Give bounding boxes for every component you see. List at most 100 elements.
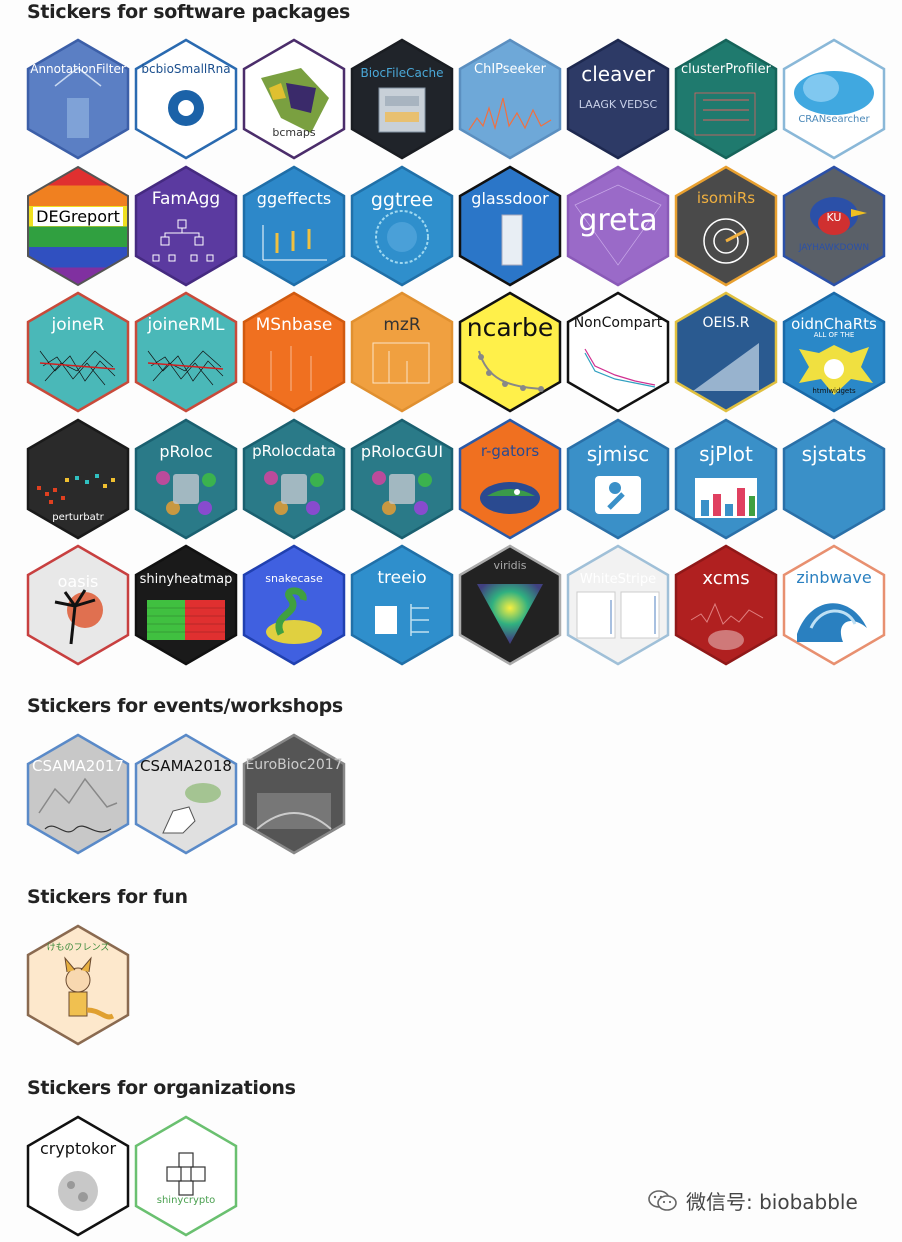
sticker-bcmaps[interactable]: bcmaps [241,38,347,160]
watermark-text: 微信号: biobabble [686,1190,858,1214]
sticker-joinerml[interactable]: joineRML [133,291,239,413]
sticker-msnbase[interactable]: MSnbase [241,291,347,413]
sticker-shinyheatmap[interactable]: shinyheatmap [133,544,239,666]
sticker-label: けものフレンズ [46,943,110,953]
hexagon-icon [134,1115,238,1237]
hexagon-icon [458,38,562,160]
sticker-prolocgui[interactable]: pRolocGUI [349,418,455,540]
sticker-csama2018[interactable]: CSAMA2018 [133,733,239,855]
sticker-label: xcms [702,568,750,589]
sticker-label: treeio [377,568,427,588]
sticker-csama2017[interactable]: CSAMA2017 [25,733,131,855]
sticker-proloc[interactable]: pRoloc [133,418,239,540]
sticker-glassdoor[interactable]: glassdoor [457,165,563,287]
xcms-artwork [690,602,764,650]
sticker-oasis[interactable]: oasis [25,544,131,666]
sticker-prolocdata[interactable]: pRolocdata [241,418,347,540]
sticker-treeio[interactable]: treeio [349,544,455,666]
famagg-artwork [152,219,214,262]
sticker-sjstats[interactable]: sjstats [781,418,887,540]
sticker-label: bcmaps [272,126,316,139]
sticker-label: glassdoor [471,189,549,208]
hexagon-icon [134,544,238,666]
sjplot-artwork [695,478,757,518]
sticker-bcbiosmallrna[interactable]: bcbioSmallRna [133,38,239,160]
sticker-annotationfilter[interactable]: AnnotationFilter [25,38,131,160]
hexagon-icon [26,924,130,1046]
sticker-joiner[interactable]: joineR [25,291,131,413]
sticker-label: bcbioSmallRna [141,62,231,76]
sticker-ncarbe[interactable]: ncarbe [457,291,563,413]
msnbase-artwork [270,346,312,391]
sticker-label: sjPlot [699,442,753,466]
section-title-fun: Stickers for fun [27,886,188,908]
sticker-eurobioc2017[interactable]: EuroBioc2017 [241,733,347,855]
hexagon-icon [134,418,238,540]
sticker-zinbwave[interactable]: zinbwave [781,544,887,666]
hexagon-icon [674,291,778,413]
csama2017-artwork [38,777,118,833]
sticker-kemonofriends[interactable]: けものフレンズ [25,924,131,1046]
hexagon-icon [566,165,670,287]
sticker-ggeffects[interactable]: ggeffects [241,165,347,287]
sticker-famagg[interactable]: FamAgg [133,165,239,287]
sticker-shinycrypto[interactable]: shinycrypto [133,1115,239,1237]
sticker-rgators[interactable]: r-gators [457,418,563,540]
sticker-label: snakecase [265,572,323,585]
ggeffects-artwork [262,225,327,261]
sticker-oidnchants[interactable]: oidnChaRts ALL OF THE htmlwidgets [781,291,887,413]
biocfilecache-artwork [378,87,426,133]
sticker-label: pRoloc [159,442,213,461]
sticker-perturbatr[interactable]: perturbatr [25,418,131,540]
sticker-whitestripe[interactable]: WhiteStripe [565,544,671,666]
sticker-biocfilecache[interactable]: BiocFileCache [349,38,455,160]
sticker-cransearcher[interactable]: CRANsearcher [781,38,887,160]
annotationfilter-artwork [54,67,102,138]
jayhawkdown-artwork [810,197,867,235]
ncarbe-artwork [478,350,544,392]
csama2018-artwork [162,783,221,834]
sticker-xcms[interactable]: xcms [673,544,779,666]
oasis-artwork [54,589,103,645]
sticker-sjplot[interactable]: sjPlot [673,418,779,540]
sticker-snakecase[interactable]: snakecase [241,544,347,666]
sticker-degreport[interactable]: DEGreport [25,165,131,287]
rgators-artwork [480,482,540,514]
sticker-label: MSnbase [255,315,333,335]
sticker-sjmisc[interactable]: sjmisc [565,418,671,540]
zinbwave-artwork [797,603,867,642]
sticker-chipseeker[interactable]: ChIPseeker [457,38,563,160]
sticker-cleaver[interactable]: cleaver LAAGK VEDSC [565,38,671,160]
sticker-greta[interactable]: greta [565,165,671,287]
joiner-artwork [39,350,116,386]
hexagon-icon [674,38,778,160]
sticker-label: oidnChaRts [791,315,877,333]
oidncharts-subtext-2: htmlwidgets [812,387,856,395]
sticker-label: CSAMA2018 [140,757,232,775]
sticker-viridis[interactable]: viridis [457,544,563,666]
sticker-ggtree[interactable]: ggtree [349,165,455,287]
sticker-cryptokor[interactable]: cryptokor [25,1115,131,1237]
snakecase-artwork [266,587,322,644]
isomirs-artwork [703,218,749,264]
sticker-label: ggeffects [256,189,332,208]
hexagon-icon [674,418,778,540]
sticker-label: sjmisc [586,442,650,466]
section-title-events: Stickers for events/workshops [27,695,343,717]
whitestripe-artwork [576,591,660,639]
sticker-label: CRANsearcher [798,114,870,125]
sticker-clusterprofiler[interactable]: clusterProfiler [673,38,779,160]
hexagon-icon [350,38,454,160]
watermark: 微信号: biobabble [648,1186,858,1215]
sticker-isomirs[interactable]: isomiRs [673,165,779,287]
glassdoor-artwork [501,214,523,266]
hexagon-icon [458,165,562,287]
sticker-jayhawkdown[interactable]: JAYHAWKDOWN KU [781,165,887,287]
sticker-noncompart[interactable]: NonCompart [565,291,671,413]
hexagon-icon [26,733,130,855]
sticker-label: pRolocdata [252,442,336,460]
prolocgui-artwork [372,471,432,515]
hexagon-icon [26,38,130,160]
sticker-mzr[interactable]: mzR [349,291,455,413]
sticker-oeisr[interactable]: OEIS.R [673,291,779,413]
